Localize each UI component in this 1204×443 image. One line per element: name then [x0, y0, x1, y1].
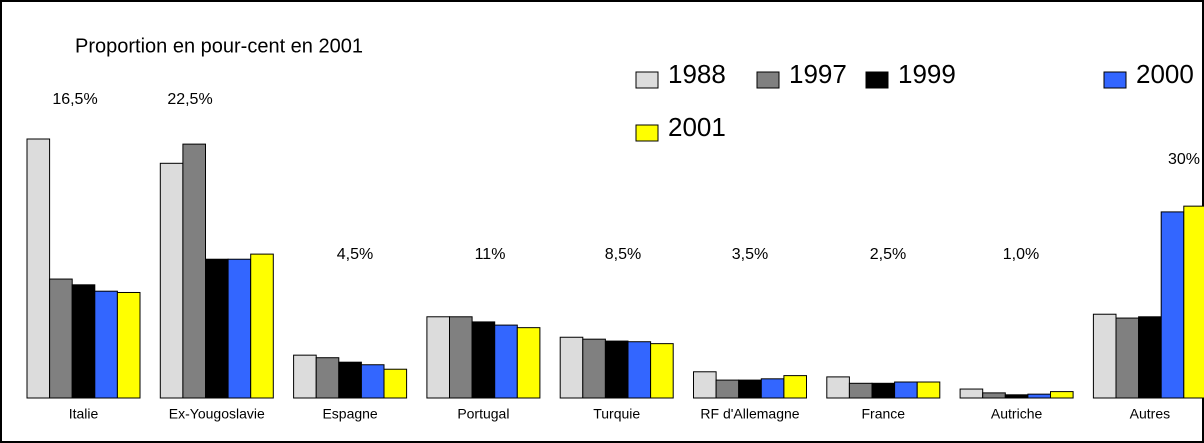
- x-tick-label: Autres: [1130, 406, 1170, 422]
- legend-swatch: [635, 71, 659, 89]
- bar: [826, 376, 850, 399]
- bar: [293, 354, 317, 399]
- value-label: 11%: [475, 246, 506, 263]
- value-label: 2,5%: [870, 246, 906, 263]
- bar: [559, 336, 584, 399]
- bar: [715, 379, 740, 399]
- legend-swatch: [756, 71, 780, 89]
- value-label: 22,5%: [167, 91, 212, 108]
- bar: [848, 382, 873, 399]
- chart-title: Proportion en pour-cent en 2001: [75, 35, 363, 57]
- bar: [1027, 393, 1052, 399]
- bar: [1160, 211, 1185, 399]
- bar: [250, 253, 274, 399]
- legend-swatch: [1103, 71, 1127, 89]
- bar: [871, 382, 896, 399]
- x-tick-label: Espagne: [322, 406, 377, 422]
- bar: [227, 258, 252, 399]
- x-tick-label: RF d'Allemagne: [700, 406, 799, 422]
- legend-label: 2001: [668, 112, 726, 142]
- bar: [1092, 313, 1117, 399]
- bar: [49, 278, 73, 399]
- bar: [94, 290, 118, 399]
- bar: [182, 143, 206, 399]
- value-label: 8,5%: [605, 246, 641, 263]
- bar: [582, 338, 606, 399]
- bar: [1115, 317, 1140, 399]
- bar: [894, 381, 918, 399]
- legend-label: 1988: [668, 59, 726, 89]
- bar: [494, 324, 518, 399]
- bar: [205, 258, 229, 399]
- bar: [471, 321, 496, 399]
- bar: [738, 379, 762, 399]
- bar: [26, 138, 51, 399]
- value-label: 16,5%: [52, 91, 97, 108]
- x-tick-label: Autriche: [991, 406, 1043, 422]
- x-tick-label: France: [862, 406, 906, 422]
- bar: [783, 375, 808, 399]
- value-label: 1,0%: [1003, 246, 1039, 263]
- bar: [959, 388, 984, 399]
- bar: [449, 316, 473, 399]
- bar: [693, 371, 717, 399]
- value-label: 30%: [1168, 151, 1200, 168]
- bar: [315, 357, 340, 399]
- x-tick-label: Italie: [69, 406, 99, 422]
- bar: [916, 381, 941, 399]
- x-tick-label: Portugal: [457, 406, 509, 422]
- bar: [982, 392, 1006, 399]
- legend-label: 1997: [789, 59, 847, 89]
- bar: [426, 316, 450, 399]
- value-label: 4,5%: [337, 246, 373, 263]
- bar: [604, 340, 629, 399]
- bar: [627, 341, 652, 399]
- legend-swatch: [635, 124, 659, 142]
- bar: [159, 162, 184, 399]
- x-tick-label: Ex-Yougoslavie: [169, 406, 265, 422]
- x-tick-label: Turquie: [593, 406, 640, 422]
- bar: [1050, 391, 1074, 399]
- bar: [516, 327, 541, 399]
- bar: [1183, 205, 1204, 399]
- legend-label: 1999: [898, 59, 956, 89]
- bar: [338, 361, 362, 399]
- bar: [116, 291, 141, 399]
- bar: [760, 378, 785, 399]
- bar: [1004, 394, 1029, 399]
- bar: [360, 364, 385, 399]
- legend-label: 2000: [1136, 59, 1194, 89]
- bar: [71, 284, 96, 399]
- bar: [650, 343, 674, 399]
- bar: [383, 368, 408, 399]
- value-label: 3,5%: [732, 246, 768, 263]
- legend-swatch: [865, 71, 889, 89]
- bar: [1138, 316, 1162, 399]
